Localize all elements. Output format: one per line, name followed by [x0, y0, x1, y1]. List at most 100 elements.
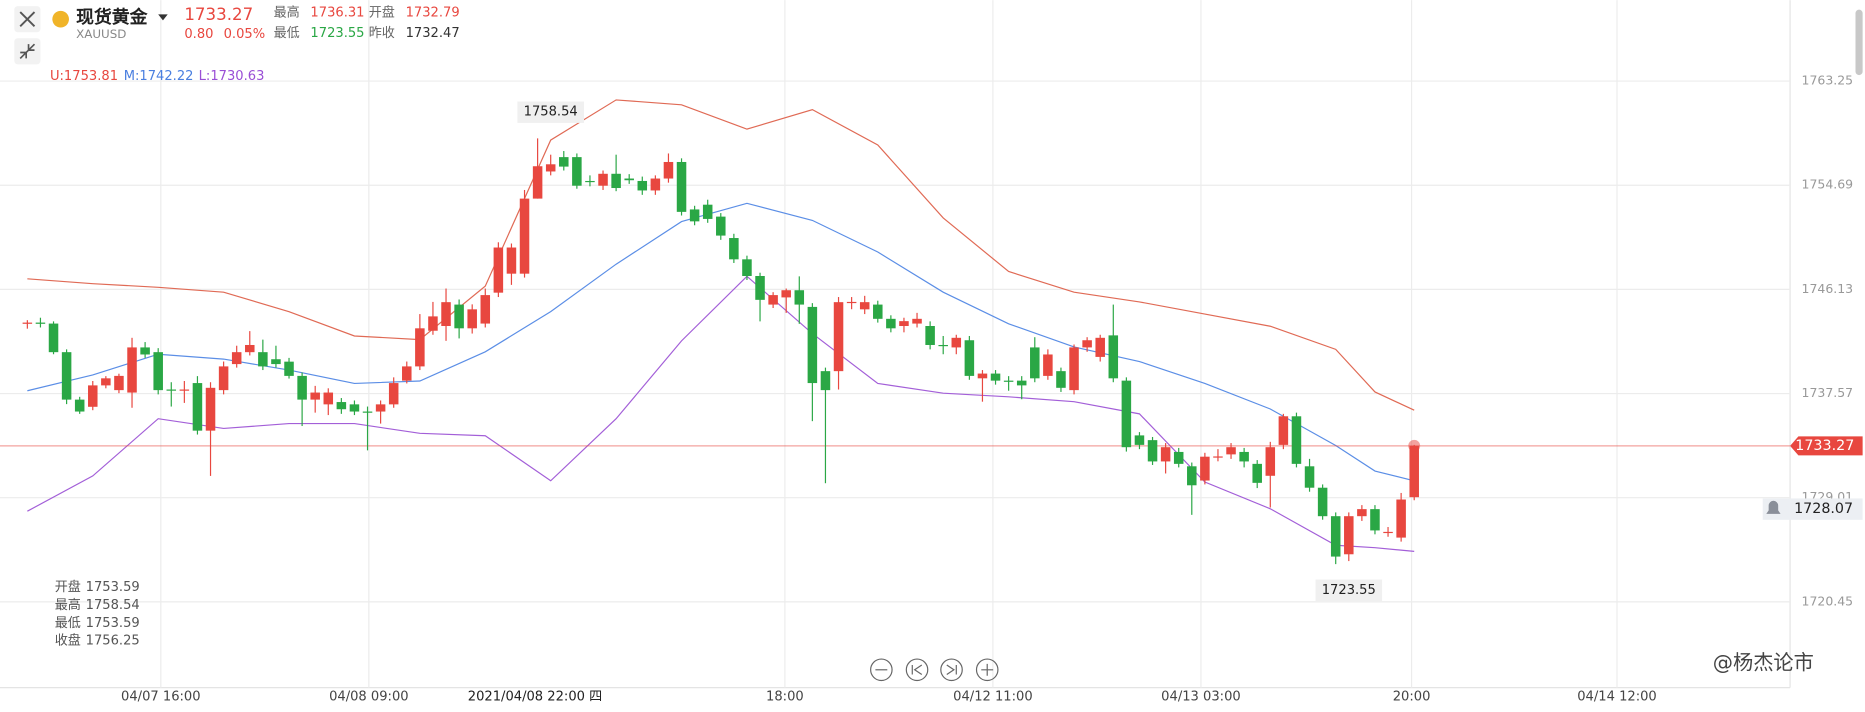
y-tick-label: 1754.69: [1802, 177, 1854, 192]
candle-body: [807, 306, 818, 384]
x-tick-label: 04/08 09:00: [329, 690, 409, 705]
change-pct: 0.05%: [224, 27, 266, 42]
candle-body: [519, 198, 530, 274]
info-value: 1756.25: [86, 634, 140, 649]
candle-body: [441, 302, 451, 327]
info-label: 收盘: [55, 632, 81, 649]
candle-body: [1383, 531, 1393, 534]
candle-body: [271, 359, 281, 365]
stat-label: 昨收: [369, 25, 395, 41]
candle-body: [545, 164, 556, 172]
candle-body: [192, 383, 203, 431]
candle-body: [689, 209, 700, 222]
candle-body: [663, 161, 674, 179]
candle-body: [310, 392, 320, 400]
candle-body: [1082, 340, 1092, 348]
scroll-end[interactable]: [940, 658, 963, 682]
candle-body: [1239, 451, 1249, 462]
candle-body: [35, 322, 46, 324]
candle-body: [938, 344, 948, 347]
candle-body: [48, 323, 59, 353]
candle-body: [493, 247, 504, 293]
candle-body: [1330, 516, 1341, 557]
watermark: @杨杰论市: [1713, 650, 1814, 674]
candle-body: [1056, 371, 1066, 388]
candle-body: [375, 404, 386, 412]
y-tick-label: 1720.45: [1802, 593, 1854, 608]
stat-value: 1736.31: [310, 6, 364, 21]
candle-body: [1016, 380, 1027, 386]
candle-body: [859, 302, 870, 310]
candle-body: [1213, 456, 1223, 458]
crosshair-label-box: [469, 688, 601, 706]
candle-body: [925, 326, 935, 345]
legend-upper: U:1753.81: [50, 69, 118, 84]
candle-body: [179, 389, 190, 391]
candle-body: [846, 301, 857, 304]
candle-body: [218, 366, 229, 391]
candle-body: [572, 157, 582, 186]
candle-body: [1265, 447, 1276, 476]
candle-body: [611, 173, 621, 189]
candle-body: [153, 352, 163, 391]
zoom-controls: [870, 658, 999, 682]
candle-body: [781, 290, 791, 298]
zoom-out[interactable]: [870, 658, 893, 682]
candle-body: [349, 404, 360, 412]
candle-body: [1252, 463, 1262, 483]
scrollbar[interactable]: [1855, 9, 1863, 76]
extreme-label-box: [1315, 579, 1383, 601]
price-glow: [1408, 439, 1421, 452]
candle-body: [1121, 380, 1132, 448]
candle-body: [1134, 435, 1145, 445]
candle-body: [402, 366, 412, 381]
close-icon: [19, 11, 36, 27]
candle-body: [1291, 416, 1302, 464]
candle-body: [297, 375, 307, 400]
candle-body: [428, 316, 438, 331]
candle-body: [388, 383, 399, 405]
x-tick-label: 04/13 03:00: [1161, 690, 1241, 705]
candle-body: [1396, 499, 1406, 538]
extreme-label: 1723.55: [1322, 583, 1376, 598]
candle-body: [205, 387, 216, 431]
stat-value: 1732.47: [406, 26, 460, 41]
candle-body: [951, 337, 962, 348]
x-tick-label: 04/12 11:00: [953, 690, 1033, 705]
coin-icon: [52, 10, 69, 28]
stat-value: 1723.55: [310, 26, 364, 41]
extreme-label-box: [517, 101, 585, 123]
info-label: 开盘: [55, 578, 81, 595]
candle-body: [624, 178, 634, 181]
instrument-name[interactable]: 现货黄金: [76, 6, 147, 28]
dropdown-arrow[interactable]: [158, 14, 168, 21]
candle-body: [1069, 347, 1079, 391]
info-label: 最高: [55, 596, 81, 613]
candle-body: [716, 216, 726, 236]
stat-label: 开盘: [369, 4, 395, 21]
candle-body: [820, 371, 831, 391]
candle-body: [1409, 445, 1419, 498]
alert-tag: [1762, 498, 1863, 520]
candle-body: [74, 399, 85, 412]
candle-body: [362, 411, 373, 413]
bollinger-band: [27, 99, 1415, 411]
candle-body: [22, 322, 33, 324]
scroll-start[interactable]: [905, 658, 929, 682]
crosshair-label: 2021/04/08 22:00 四: [468, 690, 602, 705]
candle-body: [1317, 487, 1328, 517]
candle-body: [912, 318, 922, 324]
legend-lower: L:1730.63: [199, 69, 265, 84]
zoom-in[interactable]: [975, 658, 999, 682]
change: 0.80: [184, 27, 213, 42]
ohlc-info: 开盘 1753.59 最高 1758.54 最低 1753.59 收盘 1756.25: [55, 578, 140, 649]
price-tag-label: 1733.27: [1795, 438, 1854, 454]
candle-body: [506, 247, 517, 274]
candle-body: [1357, 509, 1367, 517]
candle-body: [742, 259, 752, 276]
candle-body: [454, 304, 464, 329]
candle-body: [1108, 335, 1119, 379]
